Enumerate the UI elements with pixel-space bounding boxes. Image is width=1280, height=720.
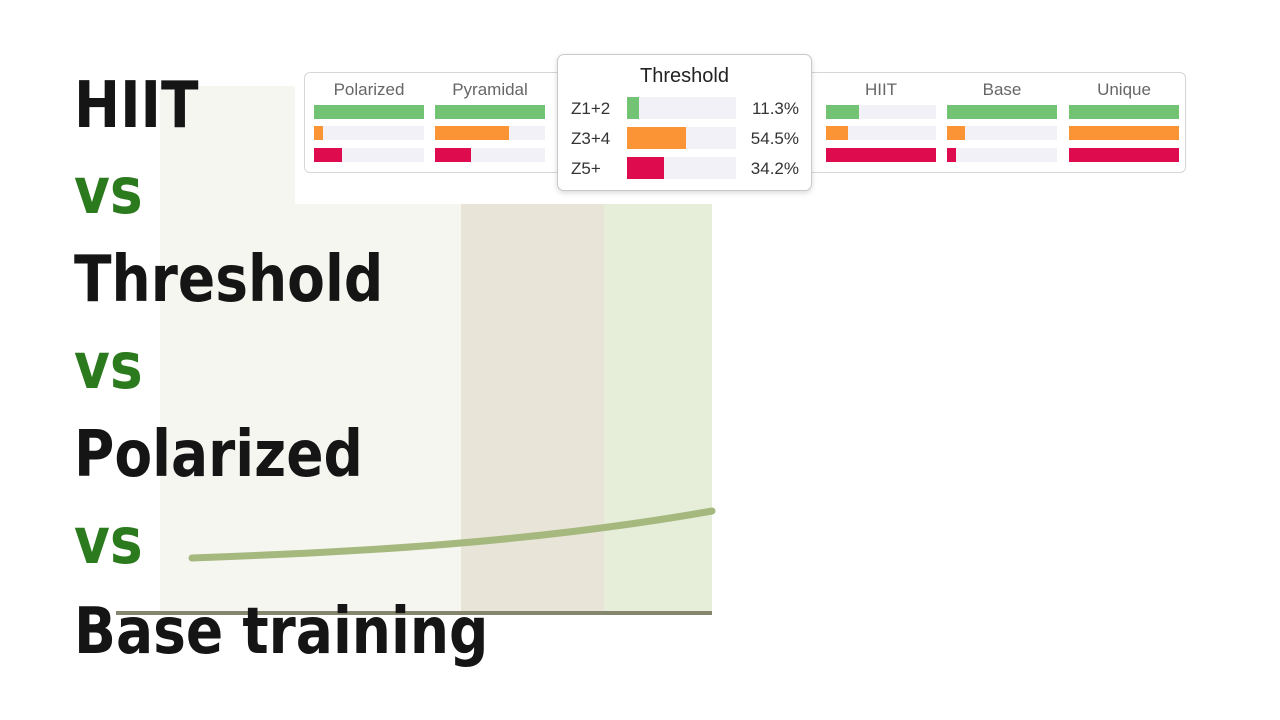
tooltip-percent: 54.5% bbox=[750, 129, 799, 148]
zone-bar-z34 bbox=[826, 126, 848, 140]
model-label: Base bbox=[982, 80, 1022, 99]
zone-bar-z34 bbox=[435, 126, 509, 140]
tooltip-bar-track bbox=[627, 97, 736, 119]
threshold-tooltip: Threshold Z1+2 11.3% Z3+4 54.5% Z5+ 34.2% bbox=[557, 54, 812, 191]
tooltip-bar bbox=[627, 127, 687, 149]
zone-bar-track bbox=[826, 148, 936, 162]
headline-polarized: Polarized bbox=[74, 418, 363, 492]
background-band-middle bbox=[461, 204, 604, 614]
zone-bar-track bbox=[435, 105, 545, 119]
tooltip-row: Z5+ 34.2% bbox=[558, 157, 811, 181]
zone-bar-track bbox=[435, 148, 545, 162]
zone-bar-z5 bbox=[826, 148, 936, 162]
headline-base-training: Base training bbox=[74, 595, 489, 669]
tooltip-title: Threshold bbox=[640, 65, 729, 87]
zone-bar-z5 bbox=[314, 148, 342, 162]
headline-hiit: HIIT bbox=[74, 69, 199, 143]
zone-bar-track bbox=[826, 126, 936, 140]
tooltip-bar bbox=[627, 157, 665, 179]
tooltip-row: Z3+4 54.5% bbox=[558, 127, 811, 151]
headline-vs-1: vs bbox=[74, 155, 143, 229]
tooltip-percent: 11.3% bbox=[752, 99, 799, 118]
zone-bar-track bbox=[314, 126, 424, 140]
background-band-right bbox=[604, 204, 712, 614]
zone-bar-track bbox=[826, 105, 936, 119]
tooltip-row: Z1+2 11.3% bbox=[558, 97, 811, 121]
zone-bar-z12 bbox=[947, 105, 1057, 119]
zone-bar-track bbox=[314, 105, 424, 119]
zone-bar-z5 bbox=[1069, 148, 1179, 162]
zone-bar-track bbox=[314, 148, 424, 162]
zone-bar-track bbox=[1069, 148, 1179, 162]
zone-bar-z34 bbox=[947, 126, 965, 140]
headline-vs-2: vs bbox=[74, 330, 143, 404]
model-label: Unique bbox=[1097, 80, 1151, 99]
model-label: HIIT bbox=[864, 80, 898, 99]
tooltip-bar-track bbox=[627, 157, 736, 179]
tooltip-zone-label: Z5+ bbox=[571, 159, 601, 178]
tooltip-zone-label: Z3+4 bbox=[571, 129, 611, 148]
zone-bar-z5 bbox=[435, 148, 472, 162]
zone-bar-track bbox=[947, 148, 1057, 162]
tooltip-zone-label: Z1+2 bbox=[571, 99, 611, 118]
zone-bar-track bbox=[947, 105, 1057, 119]
zone-bar-track bbox=[435, 126, 545, 140]
headline-vs-3: vs bbox=[74, 505, 143, 579]
zone-bar-z34 bbox=[314, 126, 323, 140]
zone-bar-z12 bbox=[435, 105, 545, 119]
zone-bar-z34 bbox=[1069, 126, 1179, 140]
model-label: Polarized bbox=[333, 80, 405, 99]
zone-bar-track bbox=[947, 126, 1057, 140]
zone-bar-z12 bbox=[1069, 105, 1179, 119]
headline-threshold: Threshold bbox=[74, 243, 384, 317]
zone-bar-z12 bbox=[826, 105, 859, 119]
model-label: Pyramidal bbox=[452, 80, 528, 99]
tooltip-percent: 34.2% bbox=[750, 159, 799, 178]
zone-bar-z5 bbox=[947, 148, 956, 162]
tooltip-bar-track bbox=[627, 127, 736, 149]
zone-bar-track bbox=[1069, 105, 1179, 119]
zone-bar-z12 bbox=[314, 105, 424, 119]
zone-bar-track bbox=[1069, 126, 1179, 140]
tooltip-bar bbox=[627, 97, 640, 119]
intensity-curve bbox=[188, 507, 716, 562]
